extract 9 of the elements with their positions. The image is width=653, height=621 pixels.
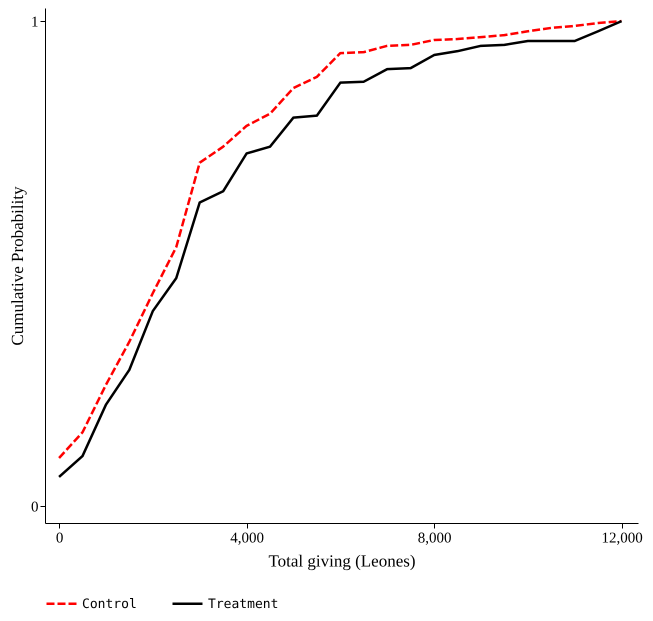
x-tick-label: 4,000 [230,530,264,546]
y-tick-label: 1 [31,14,38,31]
legend-label: Control [82,596,137,612]
legend-label: Treatment [208,596,278,612]
x-tick-label: 8,000 [418,530,452,546]
x-tick-label: 12,000 [601,530,643,546]
x-axis-title: Total giving (Leones) [268,552,416,570]
x-tick-label: 0 [56,530,64,546]
y-axis-title: Cumulative Probability [8,186,27,346]
